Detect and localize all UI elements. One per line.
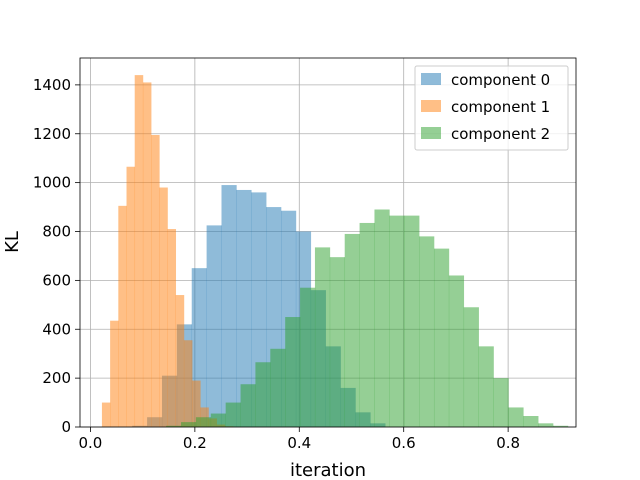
histogram-bar <box>270 348 286 427</box>
histogram-bar <box>478 346 494 427</box>
x-tick-label: 0.0 <box>79 434 103 452</box>
y-tick-label: 800 <box>42 223 71 241</box>
y-tick-label: 1000 <box>33 174 71 192</box>
histogram-bar <box>167 229 177 427</box>
legend-label: component 1 <box>451 98 550 116</box>
legend-swatch <box>421 127 441 139</box>
y-tick-label: 600 <box>42 271 71 289</box>
histogram-bar <box>118 205 127 427</box>
y-tick-label: 1400 <box>33 76 71 94</box>
histogram-bar <box>553 425 569 427</box>
legend-box <box>414 65 569 151</box>
histogram-bar <box>206 225 222 427</box>
histogram-bar <box>433 248 450 427</box>
histogram-bar <box>142 82 152 428</box>
histogram-bar <box>236 189 252 427</box>
y-axis-label: KL <box>2 231 23 253</box>
series-1-bars <box>101 75 234 428</box>
histogram-bar <box>463 307 479 427</box>
histogram-bar <box>166 425 182 427</box>
y-tick-label: 200 <box>42 369 71 387</box>
histogram-bar <box>285 317 301 427</box>
histogram-bar <box>101 402 111 427</box>
histogram-bar <box>159 187 168 427</box>
histogram-bar <box>210 413 226 427</box>
legend-label: component 0 <box>451 71 550 89</box>
histogram-bar <box>240 384 256 427</box>
histogram-bar <box>314 247 331 427</box>
histogram-bar <box>493 378 509 427</box>
y-tick-label: 0 <box>61 418 71 436</box>
histogram-bar <box>538 423 554 427</box>
x-tick-label: 0.8 <box>496 434 520 452</box>
plot-frame <box>79 57 577 428</box>
histogram-bars <box>101 75 569 428</box>
y-tick-label: 1200 <box>33 125 71 143</box>
x-axis-label: iteration <box>290 460 366 480</box>
histogram-bar <box>225 402 241 427</box>
histogram-bar <box>448 275 465 427</box>
y-tick-label: 400 <box>42 320 71 338</box>
histogram-bar <box>344 233 360 427</box>
x-tick-label: 0.6 <box>392 434 416 452</box>
histogram-bar <box>404 215 420 427</box>
histogram-bar <box>195 417 212 427</box>
histogram-bar <box>181 422 197 427</box>
histogram-bar <box>374 209 390 427</box>
histogram-bar <box>151 134 160 428</box>
histogram-bar <box>523 416 539 427</box>
legend: component 0 component 1 component 2 <box>414 65 569 151</box>
series-2-bars <box>166 209 569 427</box>
y-axis-ticks: 0 200 400 600 800 1000 1200 1400 <box>33 76 80 436</box>
histogram-bar <box>329 257 346 427</box>
x-tick-label: 0.4 <box>287 434 311 452</box>
histogram-bar <box>359 222 375 427</box>
histogram-bar <box>389 215 405 427</box>
histogram-bar <box>300 287 316 427</box>
x-axis-ticks: 0.0 0.2 0.4 0.6 0.8 <box>79 427 520 452</box>
legend-swatch <box>421 73 441 85</box>
histogram-bar <box>175 295 185 427</box>
histogram-bar <box>126 166 136 427</box>
histogram-bar <box>508 407 524 427</box>
histogram-bar <box>183 340 193 427</box>
histogram-bar <box>221 185 237 427</box>
histogram-bar <box>255 362 271 427</box>
x-tick-label: 0.2 <box>183 434 207 452</box>
histogram-bar <box>134 75 144 427</box>
histogram-bar <box>110 320 119 427</box>
legend-label: component 2 <box>451 125 550 143</box>
legend-swatch <box>421 100 441 112</box>
histogram-bar <box>419 236 435 427</box>
histogram-bar <box>192 380 201 427</box>
